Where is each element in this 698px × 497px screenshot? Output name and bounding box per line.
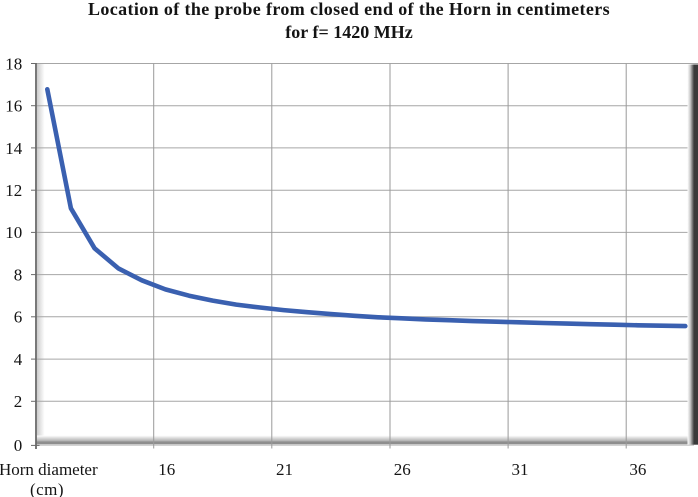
svg-text:Horn diameter: Horn diameter <box>0 460 98 479</box>
svg-text:14: 14 <box>5 139 23 158</box>
svg-text:Location of the probe from clo: Location of the probe from closed end of… <box>88 0 610 19</box>
svg-text:(cm): (cm) <box>30 480 64 497</box>
svg-text:21: 21 <box>276 460 293 479</box>
svg-text:2: 2 <box>14 392 23 411</box>
svg-text:31: 31 <box>512 460 529 479</box>
svg-text:0: 0 <box>14 436 23 455</box>
svg-text:16: 16 <box>5 97 22 116</box>
svg-text:4: 4 <box>14 350 23 369</box>
svg-text:8: 8 <box>14 266 23 285</box>
svg-text:6: 6 <box>14 308 23 327</box>
svg-text:12: 12 <box>5 181 22 200</box>
svg-text:36: 36 <box>629 460 646 479</box>
svg-text:10: 10 <box>5 223 22 242</box>
svg-text:for f= 1420 MHz: for f= 1420 MHz <box>285 22 412 42</box>
svg-text:16: 16 <box>158 460 175 479</box>
svg-text:18: 18 <box>5 54 22 73</box>
svg-text:26: 26 <box>394 460 411 479</box>
